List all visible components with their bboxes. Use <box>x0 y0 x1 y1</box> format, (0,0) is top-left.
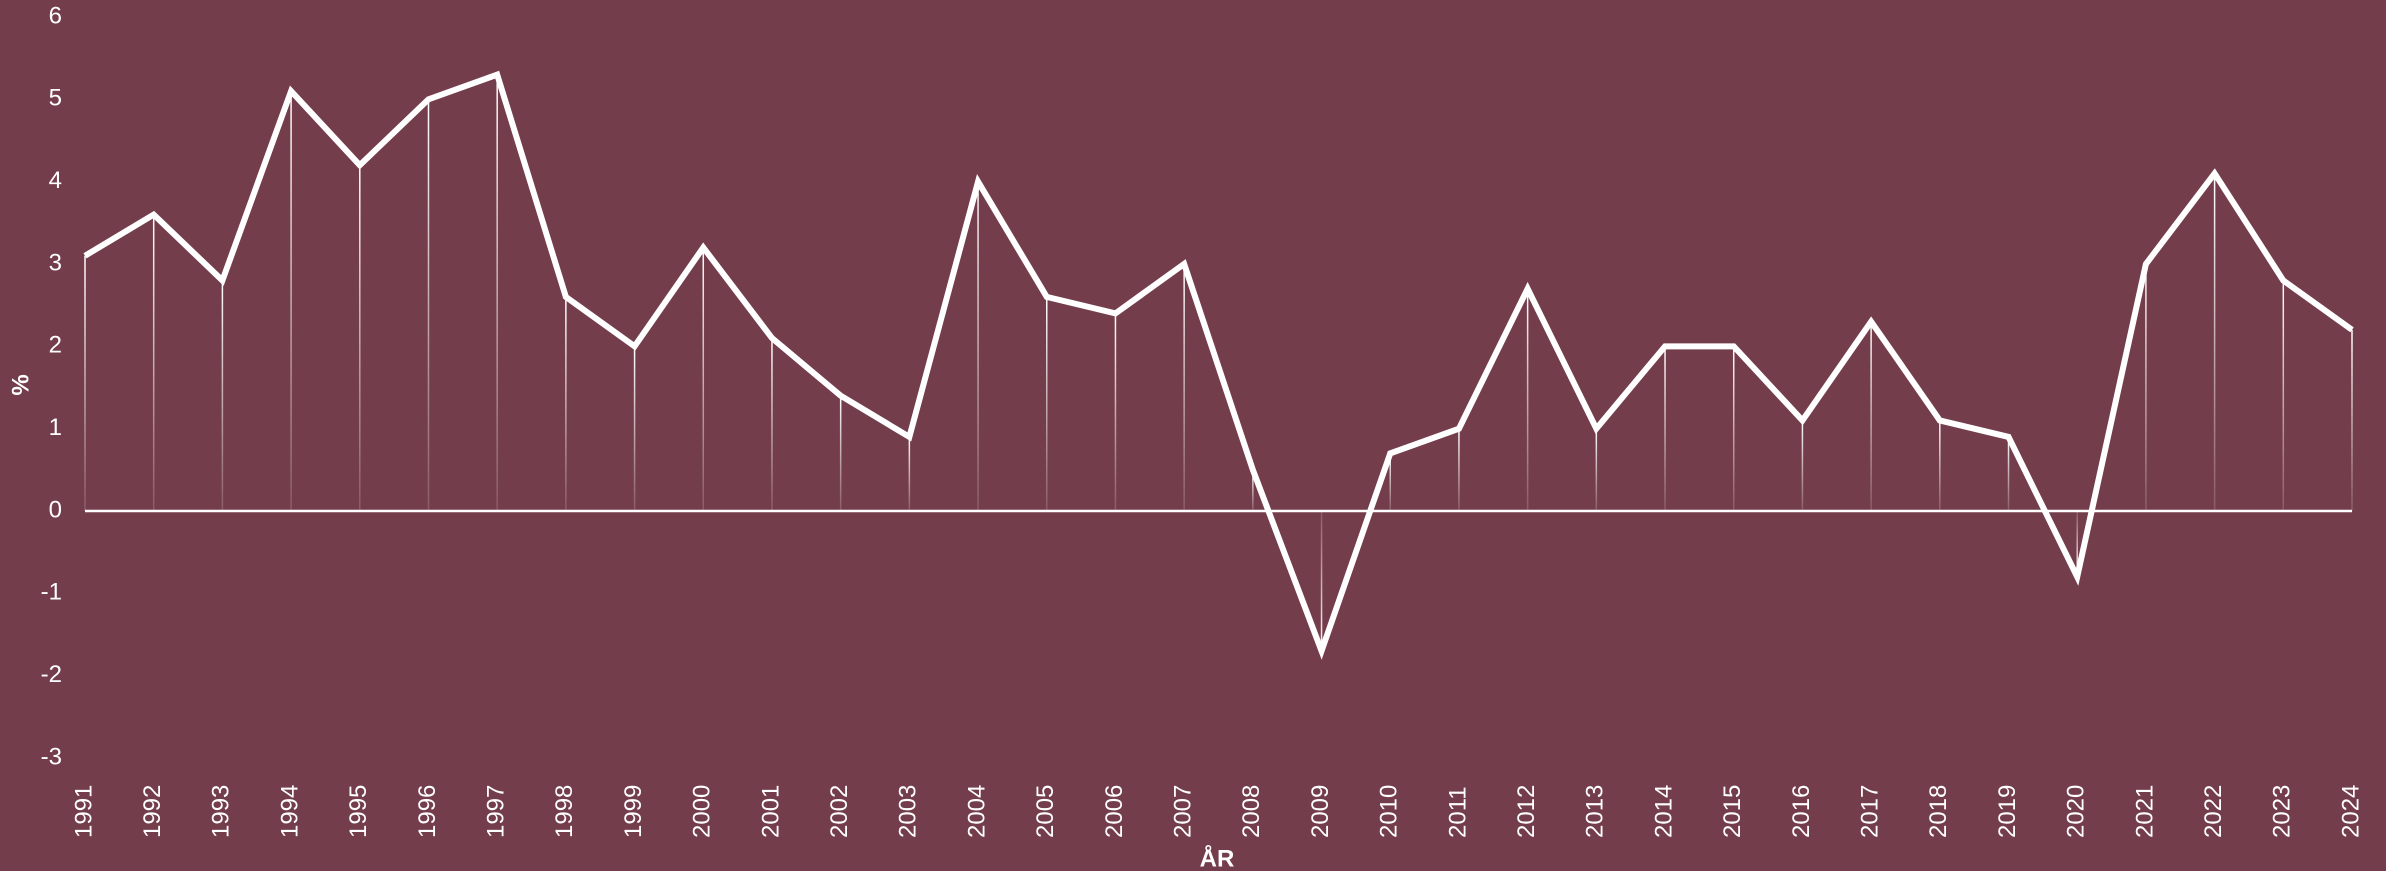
drop-line <box>2007 436 2010 511</box>
drop-line <box>1939 420 1941 511</box>
x-tick-label: 2019 <box>1994 785 2021 838</box>
drop-line <box>1732 346 1735 511</box>
x-tick-label: 2009 <box>1307 785 1334 838</box>
drop-line <box>1526 288 1529 511</box>
x-tick-label: 1998 <box>551 785 578 838</box>
drop-line <box>290 91 292 511</box>
drop-line <box>2282 280 2285 511</box>
y-tick-label: 2 <box>49 332 62 359</box>
x-tick-label: 2006 <box>1101 785 1128 838</box>
y-tick-label: -1 <box>41 579 62 606</box>
drop-line <box>633 346 636 511</box>
drop-line <box>84 255 86 511</box>
drop-line <box>1595 428 1598 511</box>
x-tick-label: 2012 <box>1513 785 1540 838</box>
x-tick-label: 1999 <box>620 785 647 838</box>
x-tick-label: 1992 <box>139 785 166 838</box>
x-tick-label: 2005 <box>1032 785 1059 838</box>
x-axis-label: ÅR <box>1200 844 1235 871</box>
y-tick-label: -2 <box>41 661 62 688</box>
drop-line <box>1870 321 1872 511</box>
y-axis-label: % <box>7 374 34 395</box>
x-tick-label: 1993 <box>208 785 235 838</box>
x-tick-label: 1996 <box>414 785 441 838</box>
drop-line <box>1183 264 1185 511</box>
drop-line <box>2351 329 2353 511</box>
x-tick-label: 2016 <box>1788 785 1815 838</box>
x-tick-label: 2007 <box>1169 785 1196 838</box>
x-tick-label: 1994 <box>276 785 303 838</box>
drop-line <box>977 181 979 511</box>
x-tick-label: 1991 <box>70 785 97 838</box>
y-tick-label: 4 <box>49 167 62 194</box>
x-tick-label: 2024 <box>2337 785 2364 838</box>
x-tick-label: 2017 <box>1856 785 1883 838</box>
x-tick-label: 2011 <box>1444 786 1471 838</box>
drop-line <box>359 165 361 511</box>
x-tick-label: 2004 <box>963 785 990 838</box>
drop-line <box>1664 346 1666 511</box>
x-tick-label: 2018 <box>1925 785 1952 838</box>
y-tick-label: 3 <box>49 249 62 276</box>
x-tick-label: 2015 <box>1719 785 1746 838</box>
x-tick-label: 2003 <box>895 785 922 838</box>
drop-line <box>221 280 224 511</box>
drop-line <box>2213 173 2216 511</box>
x-tick-label: 2013 <box>1582 785 1609 838</box>
drop-line <box>427 99 430 511</box>
drop-line <box>2145 264 2147 511</box>
y-tick-label: 1 <box>49 414 62 441</box>
x-tick-label: 2014 <box>1650 785 1677 838</box>
drop-line <box>839 395 842 511</box>
x-tick-label: 2000 <box>689 785 716 838</box>
drop-line <box>771 338 773 511</box>
y-tick-label: 0 <box>49 496 62 523</box>
x-tick-label: 1997 <box>483 785 510 838</box>
drop-line <box>1114 313 1117 511</box>
drop-line <box>1389 453 1391 511</box>
x-tick-label: 2020 <box>2063 785 2090 838</box>
x-tick-label: 2023 <box>2269 785 2296 838</box>
drop-line <box>565 296 567 511</box>
x-tick-label: 2001 <box>757 785 784 838</box>
data-line <box>83 70 2354 660</box>
x-tick-label: 2010 <box>1376 785 1403 838</box>
drop-line <box>1046 296 1048 511</box>
drop-line <box>1252 469 1254 511</box>
drop-line <box>152 214 155 511</box>
x-tick-label: 2002 <box>826 785 853 838</box>
drop-line <box>702 247 705 512</box>
drop-line <box>1320 511 1323 651</box>
y-tick-label: 6 <box>49 2 62 29</box>
x-tick-label: 2008 <box>1238 785 1265 838</box>
y-tick-label: -3 <box>41 743 62 770</box>
drop-line <box>496 74 498 511</box>
y-tick-label: 5 <box>49 85 62 112</box>
x-tick-label: 2021 <box>2131 785 2158 838</box>
drop-line <box>1458 428 1460 511</box>
drop-line <box>1801 420 1804 511</box>
x-tick-label: 1995 <box>345 785 372 838</box>
drop-line <box>2076 511 2078 577</box>
x-tick-label: 2022 <box>2200 785 2227 838</box>
drop-line <box>908 436 911 511</box>
